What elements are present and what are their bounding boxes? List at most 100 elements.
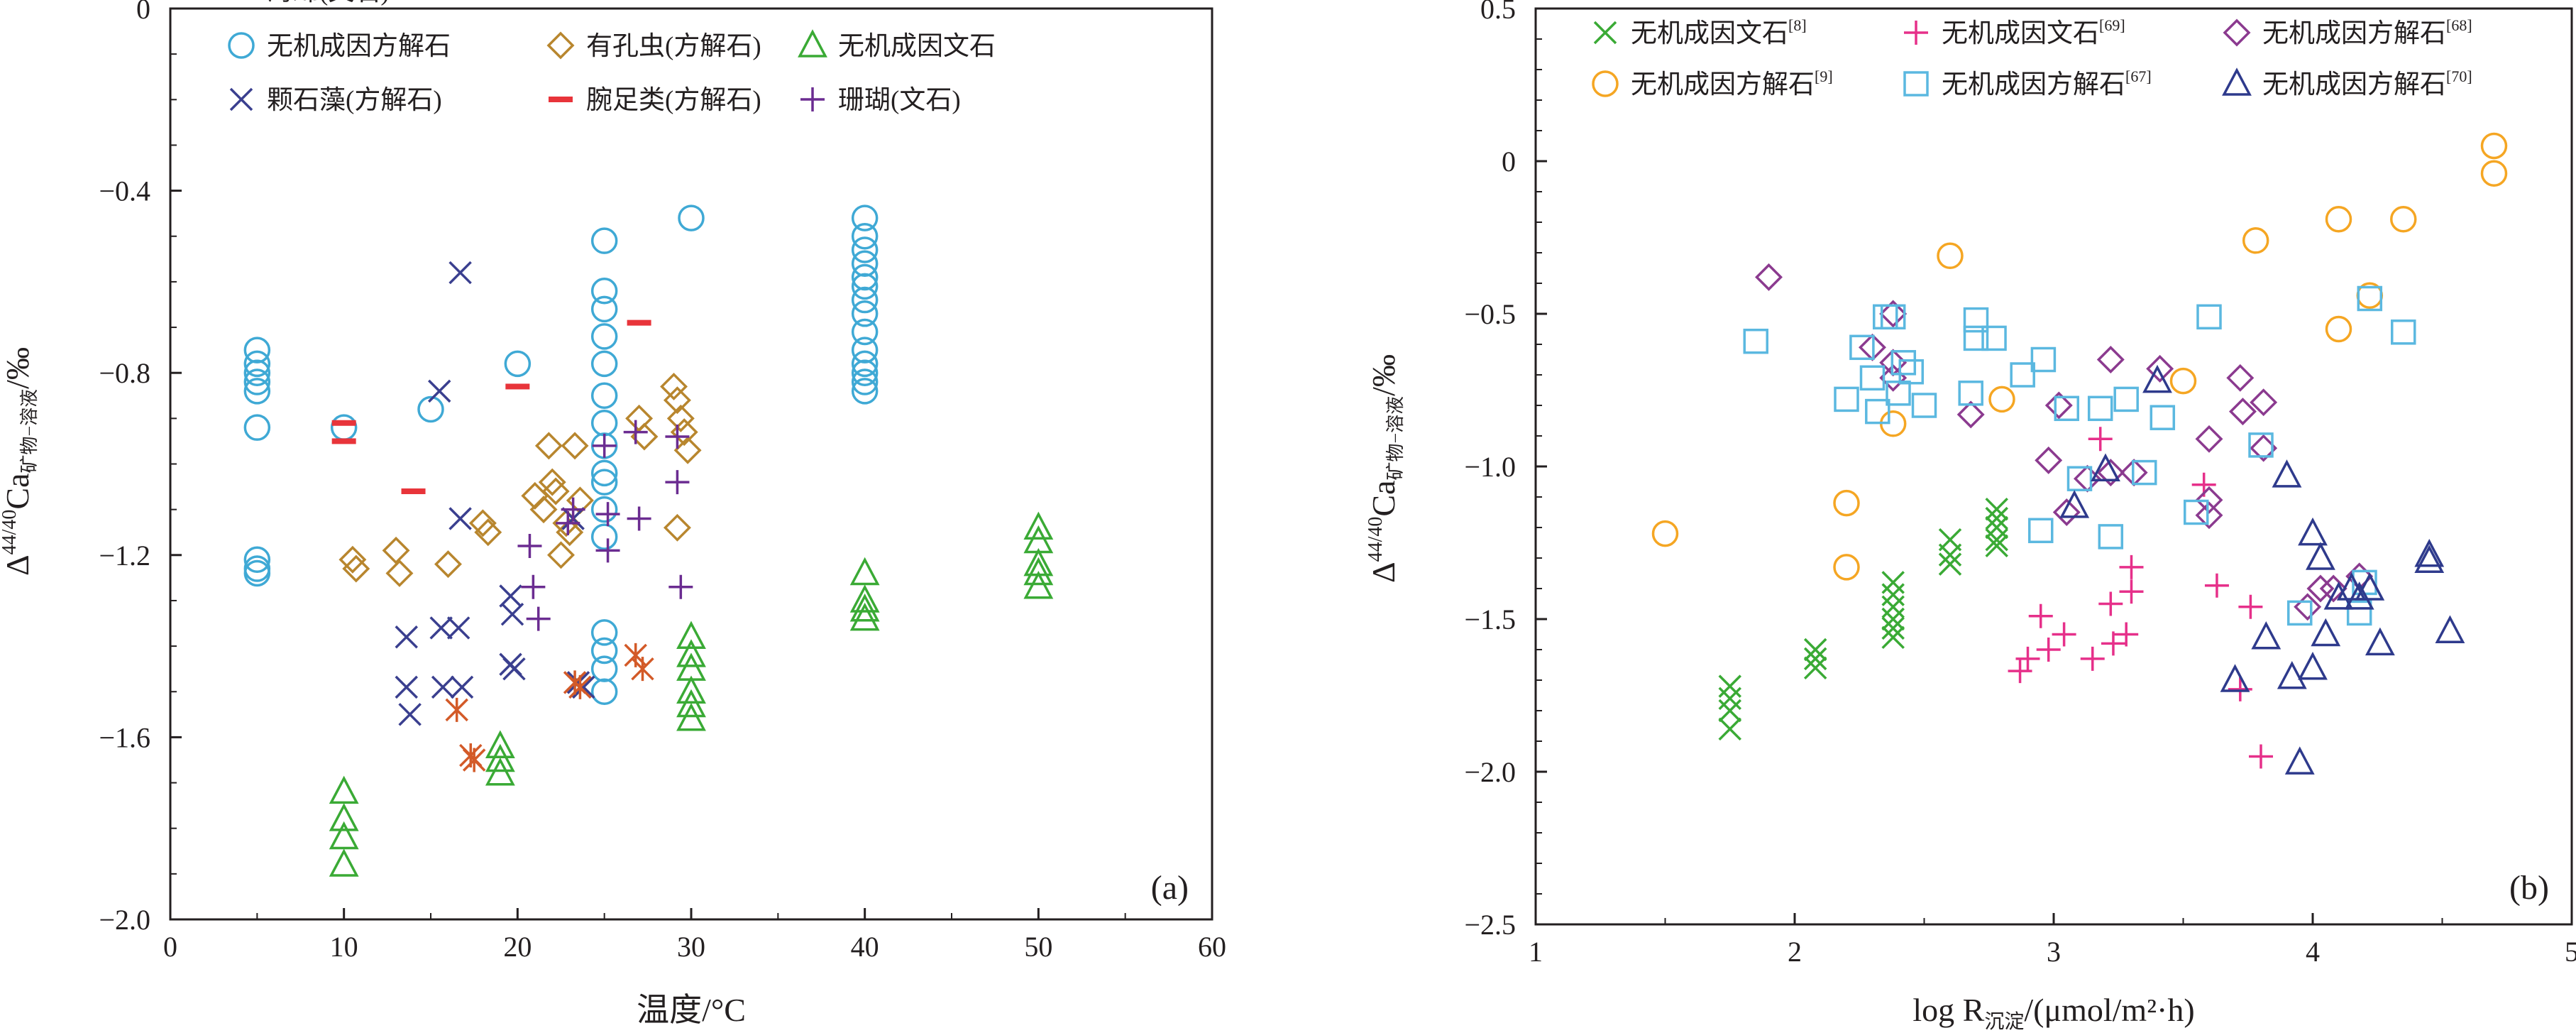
data-point — [2242, 227, 2269, 254]
data-point — [851, 378, 879, 405]
legend-label: 海绵(文石) — [267, 0, 390, 6]
data-point — [2391, 319, 2416, 345]
data-point — [243, 368, 271, 395]
data-point — [541, 477, 570, 505]
data-point — [849, 602, 880, 631]
data-point — [1911, 393, 1937, 418]
data-point — [2080, 646, 2105, 671]
data-point — [590, 277, 618, 305]
y-tick-label: −0.8 — [99, 357, 150, 389]
data-point — [1881, 583, 1905, 606]
data-point — [590, 655, 618, 682]
ticks-a: 0 10 20 30 40 50 60 0 −0.4 −0.8 −1.2 −1.6 −2.0 — [99, 0, 1226, 963]
data-point — [2311, 618, 2341, 647]
data-point — [2098, 591, 2123, 616]
data-point — [2196, 304, 2222, 330]
data-point — [2248, 432, 2274, 458]
legend-label: 无机成因方解石[9] — [1631, 67, 1833, 99]
data-point — [851, 368, 879, 395]
data-point — [2195, 425, 2223, 453]
data-point — [1718, 717, 1741, 741]
data-point — [851, 300, 879, 327]
data-point — [2228, 398, 2257, 426]
data-point — [1985, 515, 2008, 540]
data-point — [2414, 538, 2445, 567]
y-axis-label-b-main: Ca — [1365, 480, 1402, 516]
legend-label-name: 无机成因文石 — [1942, 18, 2099, 48]
legend-marker — [229, 87, 253, 111]
data-point — [331, 438, 356, 444]
data-point — [561, 497, 585, 522]
y-tick-label: 0 — [136, 0, 150, 25]
data-point — [1985, 534, 2008, 558]
data-point — [505, 383, 530, 390]
legend-marker — [1593, 21, 1617, 45]
legend-label-name: 无机成因方解石 — [2262, 70, 2446, 99]
data-point — [2096, 459, 2125, 487]
data-point — [1985, 506, 2008, 530]
y-axis-label-b-base: Δ — [1365, 562, 1402, 583]
data-point — [459, 743, 483, 768]
data-point — [2323, 581, 2354, 610]
data-point — [851, 359, 879, 386]
plot-frame-a — [169, 7, 1213, 921]
y-axis-label-a-base: Δ — [0, 554, 35, 576]
y-tick-label: −0.5 — [1464, 298, 1516, 330]
data-point — [851, 236, 879, 263]
series-dash-4 — [331, 319, 651, 494]
data-point — [2325, 205, 2352, 233]
data-point — [2052, 498, 2081, 526]
data-point — [678, 204, 705, 231]
x-tick-label: 60 — [1198, 931, 1226, 963]
y-axis-label-a-main: Ca — [0, 473, 35, 509]
data-point — [2184, 499, 2209, 525]
data-point — [243, 350, 271, 378]
x-tick-label: 0 — [163, 931, 177, 963]
data-point — [590, 350, 618, 378]
x-tick-label: 4 — [2306, 936, 2320, 968]
data-point — [590, 678, 618, 705]
data-point — [2480, 132, 2508, 160]
data-point — [2113, 386, 2139, 412]
data-point — [401, 488, 426, 494]
data-point — [568, 674, 592, 699]
data-point — [382, 536, 410, 564]
data-point — [2044, 391, 2073, 420]
data-point — [329, 821, 359, 850]
data-point — [485, 730, 515, 758]
data-point — [663, 513, 691, 542]
legend-marker — [2223, 18, 2251, 47]
data-point — [1881, 616, 1905, 640]
legend-label-name: 颗石藻(方解石) — [267, 85, 442, 115]
data-point — [521, 481, 549, 510]
data-point — [517, 533, 542, 558]
data-point — [1958, 381, 1983, 406]
data-point — [398, 703, 422, 726]
legend-label-name: 无机成因方解石 — [267, 31, 451, 61]
data-point — [450, 675, 474, 699]
legend-label: 珊瑚(文石) — [838, 85, 961, 115]
data-point — [849, 594, 880, 622]
data-point — [2008, 659, 2032, 684]
x-tick-label: 3 — [2047, 936, 2061, 968]
data-point — [665, 425, 690, 449]
data-point — [849, 557, 880, 586]
data-point — [1023, 511, 1054, 540]
x-axis-label-b-unit: /(μmol/m²·h) — [2024, 992, 2194, 1028]
data-point — [1803, 638, 1827, 662]
y-tick-label: −1.2 — [99, 540, 150, 572]
data-point — [2066, 466, 2093, 491]
legend-marker — [1904, 21, 1928, 45]
y-tick-label: 0.5 — [1480, 0, 1516, 25]
data-point — [2435, 615, 2465, 643]
data-point — [660, 372, 688, 400]
data-point — [1803, 647, 1827, 671]
data-point — [2096, 346, 2125, 373]
data-point — [2298, 517, 2328, 546]
data-point — [2091, 453, 2120, 482]
data-point — [561, 432, 589, 460]
data-point — [627, 319, 651, 326]
data-point — [2028, 518, 2054, 544]
data-point — [2306, 542, 2335, 570]
data-point — [2346, 600, 2372, 626]
